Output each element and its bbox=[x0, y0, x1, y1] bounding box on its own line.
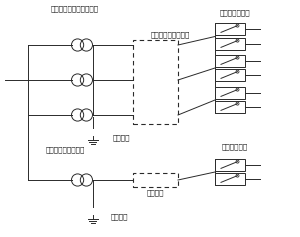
Bar bbox=[215, 159, 245, 171]
Text: 音響設備用トランス: 音響設備用トランス bbox=[45, 147, 85, 153]
Text: その他の分電盤: その他の分電盤 bbox=[220, 10, 250, 16]
Bar bbox=[215, 87, 245, 99]
Bar bbox=[215, 55, 245, 67]
Text: 共通接地: 共通接地 bbox=[112, 135, 130, 141]
Text: その他の設備用トランス: その他の設備用トランス bbox=[51, 6, 99, 12]
Text: 単独配管: 単独配管 bbox=[146, 190, 164, 196]
Text: 音響用分電盤: 音響用分電盤 bbox=[222, 144, 248, 150]
Text: 単独接地: 単独接地 bbox=[110, 214, 128, 220]
Bar bbox=[133, 173, 178, 187]
Bar bbox=[133, 40, 178, 124]
Bar bbox=[215, 69, 245, 81]
Text: 共通ケーブルラック: 共通ケーブルラック bbox=[150, 32, 190, 38]
Bar bbox=[215, 38, 245, 50]
Bar bbox=[215, 23, 245, 35]
Bar bbox=[215, 101, 245, 113]
Bar bbox=[215, 173, 245, 185]
